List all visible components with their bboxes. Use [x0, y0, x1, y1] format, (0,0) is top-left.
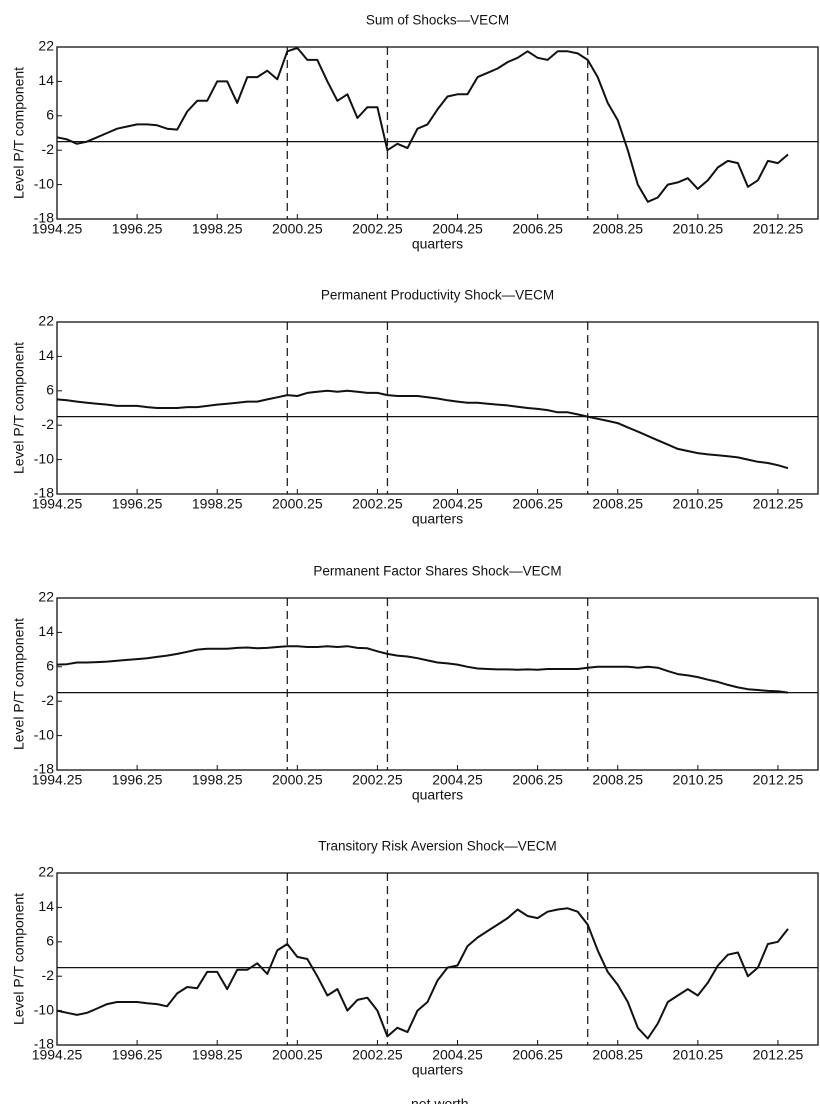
- y-tick-label: -18: [34, 210, 54, 226]
- x-tick-label: 1996.25: [112, 496, 163, 512]
- chart-title: Permanent Factor Shares Shock—VECM: [313, 564, 561, 579]
- x-tick-label: 1994.25: [32, 1047, 83, 1063]
- x-tick-label: 2002.25: [352, 496, 403, 512]
- y-tick-label: 22: [38, 38, 54, 54]
- data-line: [56, 46, 789, 203]
- x-tick-label: 1998.25: [192, 1047, 243, 1063]
- x-axis-label: quarters: [412, 236, 463, 252]
- x-tick-label: 2010.25: [673, 1047, 724, 1063]
- y-axis-label: Level P/T component: [11, 342, 27, 474]
- x-tick-label: 2004.25: [432, 772, 483, 788]
- x-tick-label: 2000.25: [272, 772, 323, 788]
- x-tick-label: 2008.25: [592, 221, 643, 237]
- plot-frame: [56, 597, 819, 771]
- y-tick-label: 14: [38, 347, 54, 363]
- legend-label: net worth: [411, 1096, 469, 1104]
- x-tick-label: 1998.25: [192, 221, 243, 237]
- y-tick-label: 22: [38, 313, 54, 329]
- x-tick-label: 2008.25: [592, 1047, 643, 1063]
- y-tick-label: 6: [46, 107, 54, 123]
- x-tick-label: 1996.25: [112, 1047, 163, 1063]
- x-tick-label: 2010.25: [673, 496, 724, 512]
- data-line: [56, 645, 789, 694]
- y-tick-label: 14: [38, 898, 54, 914]
- x-tick-label: 1996.25: [112, 772, 163, 788]
- x-tick-label: 2010.25: [673, 221, 724, 237]
- x-tick-label: 1994.25: [32, 772, 83, 788]
- y-tick-label: -10: [34, 726, 54, 742]
- x-tick-label: 2012.25: [753, 221, 804, 237]
- x-tick-label: 2004.25: [432, 496, 483, 512]
- y-axis-label: Level P/T component: [11, 67, 27, 199]
- data-line: [56, 907, 789, 1040]
- x-tick-label: 2012.25: [753, 772, 804, 788]
- y-tick-label: -18: [34, 485, 54, 501]
- y-tick-label: -18: [34, 1036, 54, 1052]
- y-axis-label: Level P/T component: [11, 618, 27, 750]
- y-tick-label: 22: [38, 864, 54, 880]
- x-tick-label: 2000.25: [272, 496, 323, 512]
- x-tick-label: 2012.25: [753, 496, 804, 512]
- x-tick-label: 2010.25: [673, 772, 724, 788]
- y-tick-label: -2: [42, 967, 55, 983]
- x-tick-label: 2000.25: [272, 221, 323, 237]
- y-axis-label: Level P/T component: [11, 893, 27, 1025]
- chart-title: Transitory Risk Aversion Shock—VECM: [318, 839, 557, 854]
- y-tick-label: -10: [34, 450, 54, 466]
- x-tick-label: 2002.25: [352, 1047, 403, 1063]
- x-axis-label: quarters: [412, 511, 463, 527]
- chart-title: Permanent Productivity Shock—VECM: [321, 288, 554, 303]
- x-tick-label: 1996.25: [112, 221, 163, 237]
- y-tick-label: 6: [46, 382, 54, 398]
- x-tick-label: 1998.25: [192, 496, 243, 512]
- x-axis-label: quarters: [412, 1062, 463, 1078]
- plot-frame: [56, 46, 819, 220]
- y-tick-label: -18: [34, 761, 54, 777]
- y-tick-label: -2: [42, 416, 55, 432]
- x-tick-label: 2006.25: [512, 772, 563, 788]
- x-tick-label: 2002.25: [352, 772, 403, 788]
- x-tick-label: 1994.25: [32, 496, 83, 512]
- x-tick-label: 2008.25: [592, 496, 643, 512]
- y-tick-label: 14: [38, 623, 54, 639]
- x-tick-label: 2006.25: [512, 496, 563, 512]
- y-tick-label: 6: [46, 933, 54, 949]
- x-tick-label: 2002.25: [352, 221, 403, 237]
- x-tick-label: 1994.25: [32, 221, 83, 237]
- y-tick-label: 14: [38, 72, 54, 88]
- y-tick-label: -2: [42, 141, 55, 157]
- y-tick-label: -2: [42, 692, 55, 708]
- x-tick-label: 2006.25: [512, 221, 563, 237]
- plot-frame: [56, 321, 819, 495]
- y-tick-label: 22: [38, 589, 54, 605]
- data-line: [56, 389, 789, 470]
- y-tick-label: -10: [34, 1001, 54, 1017]
- x-tick-label: 2004.25: [432, 221, 483, 237]
- x-axis-label: quarters: [412, 787, 463, 803]
- plot-frame: [56, 872, 819, 1046]
- y-tick-label: -10: [34, 175, 54, 191]
- x-tick-label: 2004.25: [432, 1047, 483, 1063]
- x-tick-label: 2012.25: [753, 1047, 804, 1063]
- x-tick-label: 1998.25: [192, 772, 243, 788]
- y-tick-label: 6: [46, 658, 54, 674]
- x-tick-label: 2000.25: [272, 1047, 323, 1063]
- chart-title: Sum of Shocks—VECM: [366, 13, 509, 28]
- x-tick-label: 2006.25: [512, 1047, 563, 1063]
- x-tick-label: 2008.25: [592, 772, 643, 788]
